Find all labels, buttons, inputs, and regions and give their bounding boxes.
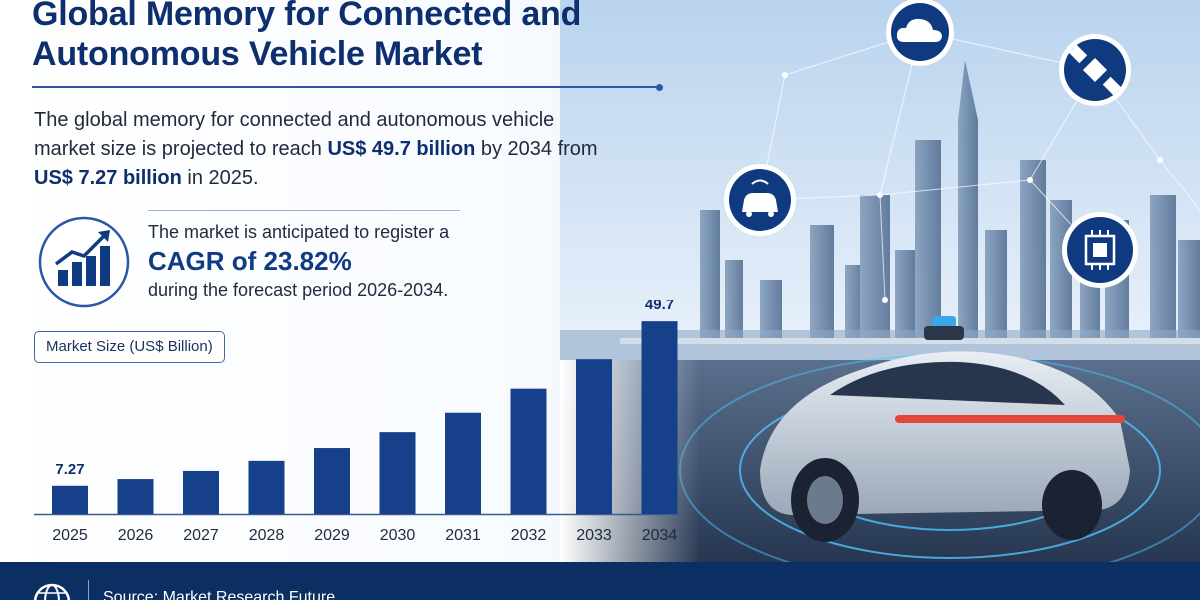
- footer-divider: [88, 580, 89, 600]
- source-text: Source: Market Research Future: [103, 589, 336, 600]
- x-tick-label-2027: 2027: [183, 527, 219, 544]
- bar-chart: 2025 7.27 2026 2027 2028 2029 2030 2031 2032 2033…: [34, 300, 680, 544]
- bar-2034: [641, 321, 678, 514]
- data-label-2025: 7.27: [55, 461, 84, 478]
- car-illustration: [760, 316, 1130, 542]
- x-tick-label-2031: 2031: [445, 527, 481, 544]
- satellite-icon: [1059, 34, 1131, 106]
- bar-2030: [379, 432, 416, 514]
- value-2025: US$ 7.27 billion: [34, 167, 182, 189]
- cagr-divider: [148, 210, 460, 211]
- summary-text-1: The global memory for connected and auto…: [34, 109, 555, 160]
- footer-bar: Source: Market Research Future: [0, 562, 1200, 600]
- x-tick-label-2033: 2033: [576, 527, 612, 544]
- value-2034: US$ 49.7 billion: [327, 138, 476, 160]
- cagr-block: The market is anticipated to register a …: [148, 220, 488, 302]
- x-tick-label-2028: 2028: [249, 527, 285, 544]
- x-tick-label-2030: 2030: [380, 527, 416, 544]
- cagr-period: during the forecast period 2026-2034.: [148, 280, 449, 300]
- cagr-intro: The market is anticipated to register a: [148, 222, 450, 242]
- summary-text-2: by 2034 from: [475, 138, 598, 160]
- page-title: Global Memory for Connected and Autonomo…: [32, 0, 582, 73]
- x-tick-label-2026: 2026: [118, 527, 154, 544]
- bar-2033: [576, 359, 612, 514]
- cagr-value: CAGR of 23.82%: [148, 246, 352, 276]
- bar-2028: [248, 460, 285, 514]
- cloud-icon: [886, 0, 954, 66]
- title-divider-dot: [656, 84, 663, 91]
- x-tick-label-2025: 2025: [52, 527, 88, 544]
- connected-car-icon: [724, 164, 796, 236]
- x-tick-label-2029: 2029: [314, 527, 350, 544]
- bar-2029: [314, 448, 350, 514]
- series-label: Market Size (US$ Billion): [34, 331, 225, 363]
- x-tick-label-2032: 2032: [511, 527, 547, 544]
- summary-text-3: in 2025.: [181, 167, 259, 189]
- market-summary: The global memory for connected and auto…: [34, 106, 614, 193]
- bar-2031: [445, 412, 481, 514]
- title-divider: [32, 86, 660, 88]
- bar-2025: [52, 485, 88, 514]
- growth-chart-icon: [38, 216, 130, 308]
- chip-icon: [1062, 212, 1138, 288]
- x-tick-label-2034: 2034: [642, 527, 678, 544]
- bar-2032: [510, 388, 547, 514]
- data-label-2034: 49.7: [645, 300, 674, 313]
- bar-2027: [183, 470, 219, 514]
- bar-2026: [117, 479, 154, 514]
- globe-icon: [33, 583, 71, 600]
